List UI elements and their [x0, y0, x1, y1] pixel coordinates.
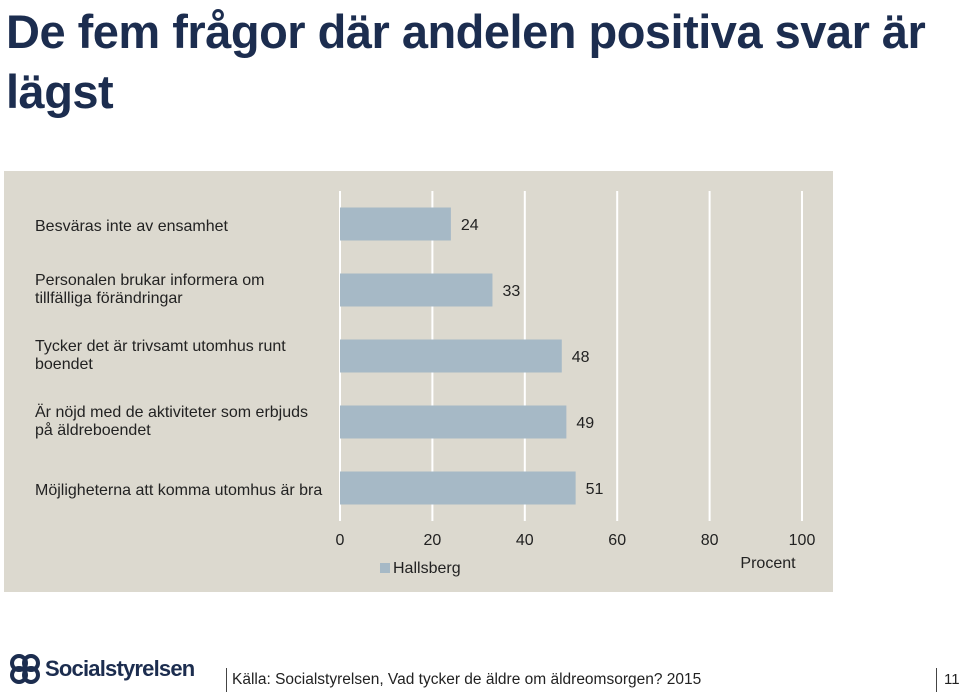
footer-divider [936, 668, 937, 692]
bar [340, 207, 451, 241]
bar [340, 471, 576, 505]
data-label: 24 [461, 217, 479, 234]
category-label: Tycker det är trivsamt utomhus runt boen… [35, 338, 286, 373]
slide-title: De fem frågor där andelen positiva svar … [6, 5, 926, 118]
x-tick-label: 80 [701, 532, 719, 549]
legend-swatch [380, 563, 390, 573]
category-label: Möjligheterna att komma utomhus är bra [35, 482, 323, 499]
data-label: 33 [502, 283, 520, 300]
bar-chart: 24 33 48 49 51 0 20 40 60 80 100 Procent Hallsberg [336, 191, 816, 577]
bar [340, 273, 493, 307]
data-label: 49 [576, 415, 594, 432]
x-tick-label: 20 [424, 532, 442, 549]
x-axis-label: Procent [740, 555, 796, 572]
category-label: Besväras inte av ensamhet [35, 218, 228, 235]
x-tick-label: 100 [789, 532, 816, 549]
chart-panel: 24 33 48 49 51 0 20 40 60 80 100 Procent Hallsberg B… [4, 171, 833, 592]
category-label: Är nöjd med de aktiviteter som erbjuds p… [35, 404, 309, 439]
footer-divider [226, 668, 227, 692]
x-tick-label: 0 [336, 532, 345, 549]
category-label: Personalen brukar informera om tillfälli… [35, 272, 265, 307]
socialstyrelsen-logo: Socialstyrelsen [8, 652, 195, 686]
bar [340, 339, 562, 373]
x-tick-label: 40 [516, 532, 534, 549]
legend-label: Hallsberg [393, 560, 461, 577]
page-number: 11 [944, 671, 960, 688]
source-note: Källa: Socialstyrelsen, Vad tycker de äl… [232, 671, 702, 688]
x-tick-label: 60 [608, 532, 626, 549]
logo-text: Socialstyrelsen [45, 656, 195, 681]
data-label: 51 [586, 481, 604, 498]
bar [340, 405, 567, 439]
data-label: 48 [572, 349, 590, 366]
socialstyrelsen-emblem-icon [10, 654, 40, 684]
